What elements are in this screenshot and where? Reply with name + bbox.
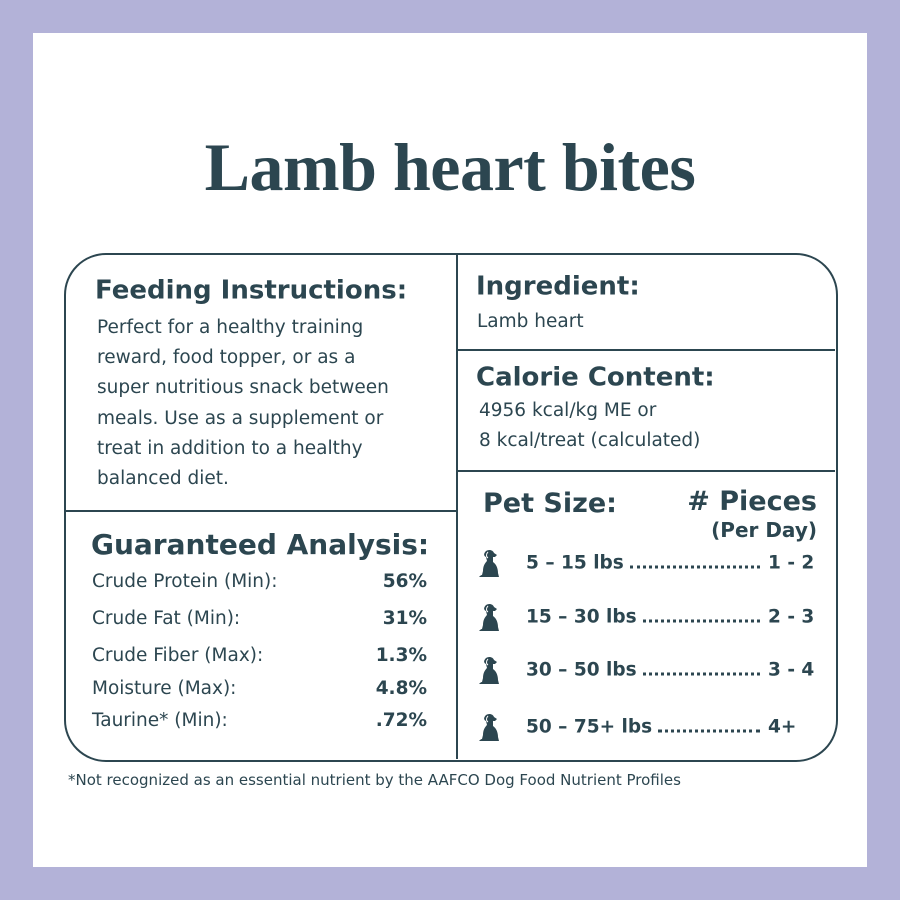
- feeding-line: Perfect for a healthy training: [97, 316, 364, 338]
- analysis-value: 31%: [382, 607, 427, 629]
- size-heading: Pet Size:: [483, 487, 617, 519]
- calorie-heading: Calorie Content:: [476, 362, 715, 393]
- analysis-value: 1.3%: [375, 644, 427, 666]
- pieces-count: 1 - 2: [768, 552, 815, 574]
- feeding-row: 30 – 50 lbs 3 - 4: [526, 660, 818, 681]
- feeding-row: 50 – 75+ lbs 4+: [526, 717, 818, 738]
- analysis-value: .72%: [375, 709, 427, 731]
- title: Lamb heart bites: [204, 129, 696, 206]
- pieces-heading: # Pieces: [687, 485, 817, 517]
- pet-size: 30 – 50 lbs: [526, 659, 637, 681]
- analysis-heading: Guaranteed Analysis:: [91, 528, 430, 562]
- dog-icon: [479, 549, 499, 577]
- feeding-line: treat in addition to a healthy: [97, 437, 363, 459]
- dog-icon: [479, 656, 499, 684]
- feeding-row: 15 – 30 lbs 2 - 3: [526, 607, 818, 628]
- leader-dots: [642, 672, 760, 676]
- divider: [456, 254, 458, 759]
- calorie-line: 4956 kcal/kg ME or: [479, 399, 657, 421]
- dog-icon: [479, 603, 499, 631]
- feeding-heading: Feeding Instructions:: [95, 275, 408, 306]
- feeding-line: super nutritious snack between: [97, 377, 389, 399]
- info-box: [64, 253, 838, 762]
- analysis-label: Taurine* (Min):: [92, 709, 228, 731]
- pet-size: 5 – 15 lbs: [526, 552, 624, 574]
- leader-dots: [658, 729, 760, 733]
- pieces-count: 4+: [768, 716, 797, 738]
- pieces-subheading: (Per Day): [711, 518, 817, 542]
- feeding-line: balanced diet.: [97, 467, 229, 489]
- ingredient-heading: Ingredient:: [476, 271, 640, 302]
- pieces-count: 2 - 3: [768, 606, 815, 628]
- feeding-line: reward, food topper, or as a: [97, 347, 356, 369]
- analysis-value: 4.8%: [375, 677, 427, 699]
- divider: [458, 349, 835, 351]
- pet-size: 15 – 30 lbs: [526, 606, 637, 628]
- divider: [66, 510, 456, 512]
- leader-dots: [642, 619, 760, 623]
- leader-dots: [629, 565, 760, 569]
- analysis-label: Crude Protein (Min):: [92, 570, 278, 592]
- analysis-label: Crude Fiber (Max):: [92, 644, 264, 666]
- pet-size: 50 – 75+ lbs: [526, 716, 653, 738]
- analysis-label: Crude Fat (Min):: [92, 607, 241, 629]
- analysis-value: 56%: [382, 570, 427, 592]
- dog-icon: [479, 713, 499, 741]
- divider: [458, 470, 835, 472]
- calorie-line: 8 kcal/treat (calculated): [479, 429, 701, 451]
- footnote: *Not recognized as an essential nutrient…: [68, 771, 681, 789]
- feeding-line: meals. Use as a supplement or: [97, 407, 384, 429]
- feeding-row: 5 – 15 lbs 1 - 2: [526, 553, 818, 574]
- analysis-label: Moisture (Max):: [92, 677, 237, 699]
- ingredient-text: Lamb heart: [477, 310, 584, 332]
- pieces-count: 3 - 4: [768, 659, 815, 681]
- card: [33, 33, 867, 867]
